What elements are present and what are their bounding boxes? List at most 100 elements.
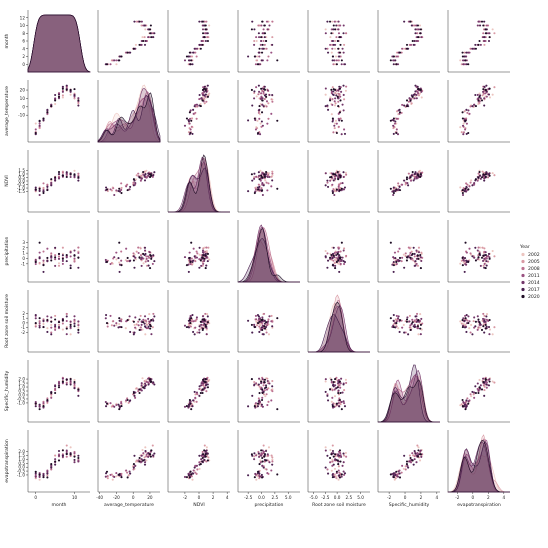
point-2017 (263, 322, 266, 325)
point-2017 (264, 449, 268, 453)
point-2020 (337, 178, 340, 181)
point-2017 (262, 466, 265, 469)
point-2008 (260, 187, 263, 190)
point-2011 (189, 263, 192, 266)
point-2020 (149, 24, 152, 27)
point-2002 (57, 262, 61, 265)
point-2017 (206, 32, 209, 35)
point-2005 (493, 255, 496, 258)
point-2008 (205, 390, 208, 393)
point-2011 (343, 128, 346, 131)
point-2020 (409, 99, 412, 102)
point-2011 (473, 396, 476, 399)
point-2014 (258, 377, 261, 380)
point-2014 (200, 323, 203, 326)
point-2011 (259, 179, 262, 182)
point-2005 (331, 444, 334, 447)
point-2005 (127, 401, 130, 404)
point-2008 (397, 182, 400, 185)
point-2005 (410, 102, 413, 105)
point-2011 (337, 247, 340, 250)
point-2017 (392, 474, 395, 477)
point-2017 (332, 246, 335, 249)
y-tick-label: 0.5 (18, 389, 25, 394)
point-2020 (42, 476, 45, 479)
point-2002 (417, 333, 420, 336)
point-2014 (104, 258, 107, 262)
point-2005 (191, 117, 194, 120)
point-2005 (394, 477, 397, 480)
point-2020 (77, 99, 80, 102)
point-2020 (201, 43, 204, 46)
point-2017 (253, 90, 256, 93)
point-2014 (147, 377, 150, 380)
point-2020 (480, 388, 484, 391)
point-2020 (461, 319, 464, 322)
point-2011 (260, 92, 263, 95)
point-2017 (38, 257, 41, 260)
point-2020 (263, 378, 267, 381)
point-2020 (260, 36, 263, 39)
point-2014 (420, 259, 423, 262)
point-2020 (38, 187, 41, 190)
point-2005 (333, 189, 336, 192)
point-2017 (253, 383, 256, 386)
point-2011 (134, 396, 137, 399)
point-2017 (129, 185, 132, 188)
point-2017 (132, 333, 135, 336)
point-2014 (253, 458, 256, 461)
point-2014 (479, 264, 482, 267)
point-2005 (334, 39, 337, 43)
point-2011 (260, 452, 263, 455)
point-2017 (65, 260, 68, 263)
point-2020 (57, 459, 61, 462)
panel-5-5 (377, 360, 440, 423)
point-2017 (412, 43, 415, 46)
point-2017 (260, 403, 263, 406)
point-2014 (268, 175, 271, 179)
point-2008 (258, 325, 261, 328)
point-2020 (65, 453, 68, 456)
point-2020 (461, 189, 464, 192)
point-2017 (206, 315, 209, 318)
point-2014 (38, 475, 41, 479)
point-2008 (196, 393, 199, 396)
y-tick-label: 0.0 (18, 392, 25, 397)
point-2017 (187, 119, 190, 122)
point-2011 (137, 324, 140, 327)
point-2017 (191, 313, 194, 317)
point-2014 (266, 453, 269, 456)
point-2005 (135, 387, 138, 390)
point-2002 (77, 326, 80, 329)
point-2014 (342, 175, 345, 179)
point-2011 (38, 251, 41, 254)
point-2002 (259, 122, 262, 125)
point-2011 (265, 388, 269, 391)
point-2014 (473, 316, 476, 319)
point-2020 (253, 326, 256, 329)
point-2020 (190, 241, 193, 244)
point-2020 (250, 88, 253, 92)
point-2005 (135, 459, 138, 462)
point-2020 (256, 131, 260, 135)
point-2020 (203, 319, 206, 322)
point-2014 (195, 316, 198, 319)
point-2002 (324, 249, 327, 253)
point-2005 (270, 314, 273, 317)
point-2014 (396, 475, 400, 478)
point-2014 (482, 317, 485, 320)
legend-label-2020: 2020 (528, 294, 540, 300)
point-2017 (407, 466, 410, 469)
point-2020 (482, 88, 485, 91)
point-2008 (265, 181, 268, 184)
point-2014 (200, 454, 203, 457)
point-2011 (142, 318, 145, 321)
point-2005 (145, 323, 149, 326)
point-2008 (397, 250, 400, 253)
point-2011 (329, 179, 332, 182)
point-2002 (329, 36, 332, 39)
point-2017 (394, 473, 397, 477)
y-axis-label: NDVI (4, 175, 10, 186)
kde-2020 (377, 379, 440, 423)
point-2020 (416, 88, 419, 91)
